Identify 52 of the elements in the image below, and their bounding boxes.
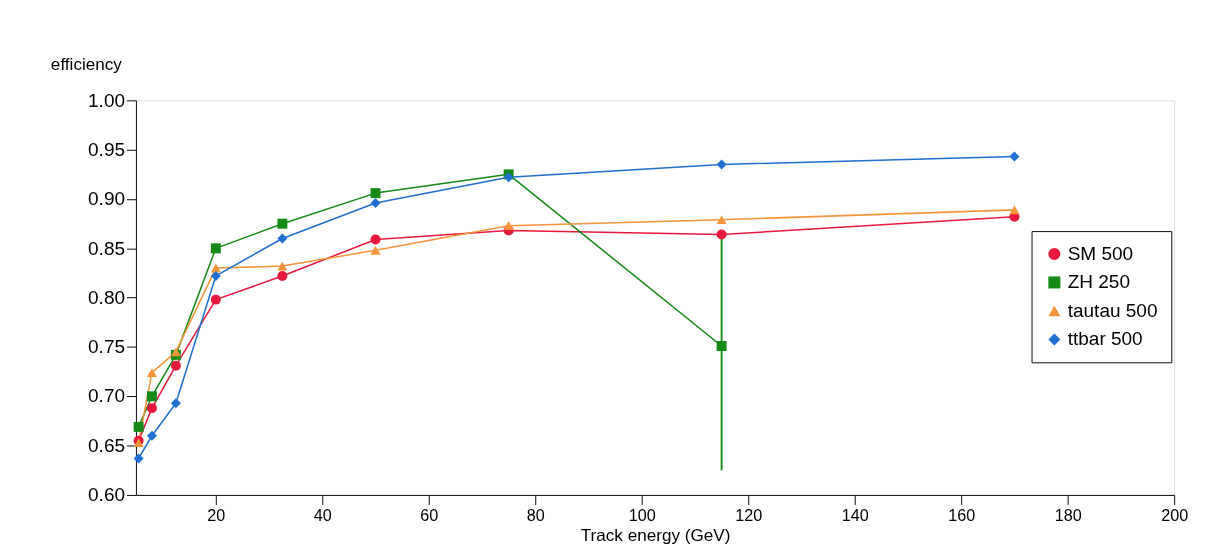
point	[133, 453, 144, 464]
y-tick-label: 0.85	[88, 237, 126, 259]
y-tick-label: 0.80	[88, 286, 126, 308]
x-tick-label: 120	[735, 506, 763, 525]
point	[1009, 151, 1020, 162]
y-tick-label: 1.00	[88, 89, 126, 111]
legend-label: ttbar 500	[1067, 328, 1143, 350]
y-axis-title: efficiency	[50, 55, 123, 75]
y-tick-label: 0.60	[88, 484, 126, 506]
x-tick-label: 60	[420, 506, 439, 525]
point	[210, 263, 221, 273]
x-tick-label: 20	[207, 506, 226, 525]
point	[716, 229, 727, 240]
point	[210, 243, 221, 254]
point	[716, 159, 727, 170]
point	[210, 270, 221, 281]
y-tick-label: 0.90	[88, 188, 126, 210]
y-tick-label: 0.70	[88, 385, 126, 407]
point	[716, 215, 727, 225]
x-tick-label: 80	[526, 506, 545, 525]
point	[503, 221, 514, 230]
point	[146, 391, 157, 402]
x-tick-label: 200	[1161, 506, 1189, 525]
x-tick-label: 160	[948, 506, 976, 525]
point	[146, 403, 157, 414]
point	[210, 294, 221, 305]
point	[146, 368, 157, 377]
point	[277, 270, 288, 281]
point	[716, 341, 727, 351]
x-axis-title: Track energy (GeV)	[580, 526, 731, 546]
point	[146, 430, 157, 441]
point	[133, 421, 144, 432]
y-tick-label: 0.75	[88, 336, 126, 358]
point	[277, 218, 288, 229]
x-tick-label: 180	[1054, 506, 1082, 525]
point	[370, 197, 381, 208]
legend-label: tautau 500	[1067, 299, 1158, 321]
point	[370, 188, 381, 199]
point	[1009, 205, 1020, 215]
point	[277, 233, 288, 244]
point	[370, 246, 381, 255]
point	[170, 398, 181, 409]
legend-label: SM 500	[1067, 242, 1134, 264]
y-tick-label: 0.65	[88, 434, 126, 456]
x-tick-label: 140	[841, 506, 869, 525]
point	[370, 234, 381, 245]
y-tick-label: 0.95	[88, 138, 126, 160]
x-tick-label: 100	[628, 506, 656, 525]
x-tick-label: 40	[313, 506, 332, 525]
legend-label: ZH 250	[1067, 271, 1130, 293]
point	[277, 261, 288, 271]
point	[170, 360, 181, 371]
